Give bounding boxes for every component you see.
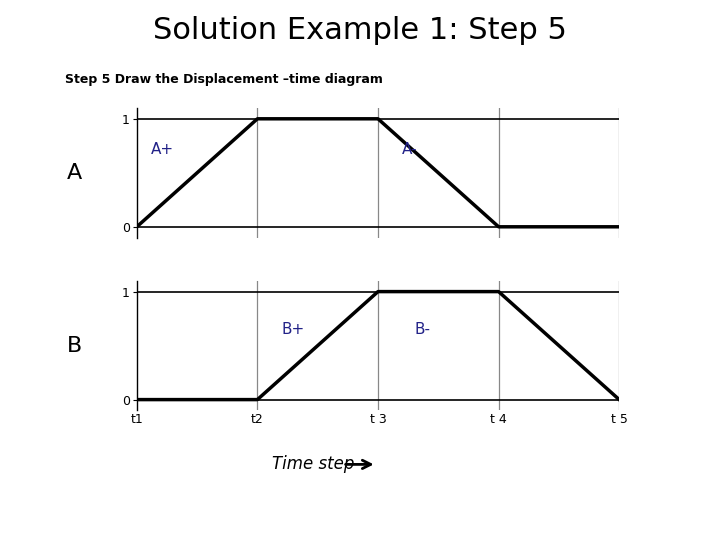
Text: A-: A- [402, 141, 418, 157]
Text: B: B [66, 335, 81, 356]
Text: A: A [66, 163, 81, 183]
Text: B-: B- [414, 322, 430, 337]
Text: A+: A+ [151, 141, 174, 157]
Text: Time step: Time step [272, 455, 354, 474]
Text: Step 5 Draw the Displacement –time diagram: Step 5 Draw the Displacement –time diagr… [65, 73, 382, 86]
Text: B+: B+ [282, 322, 305, 337]
Text: Solution Example 1: Step 5: Solution Example 1: Step 5 [153, 16, 567, 45]
